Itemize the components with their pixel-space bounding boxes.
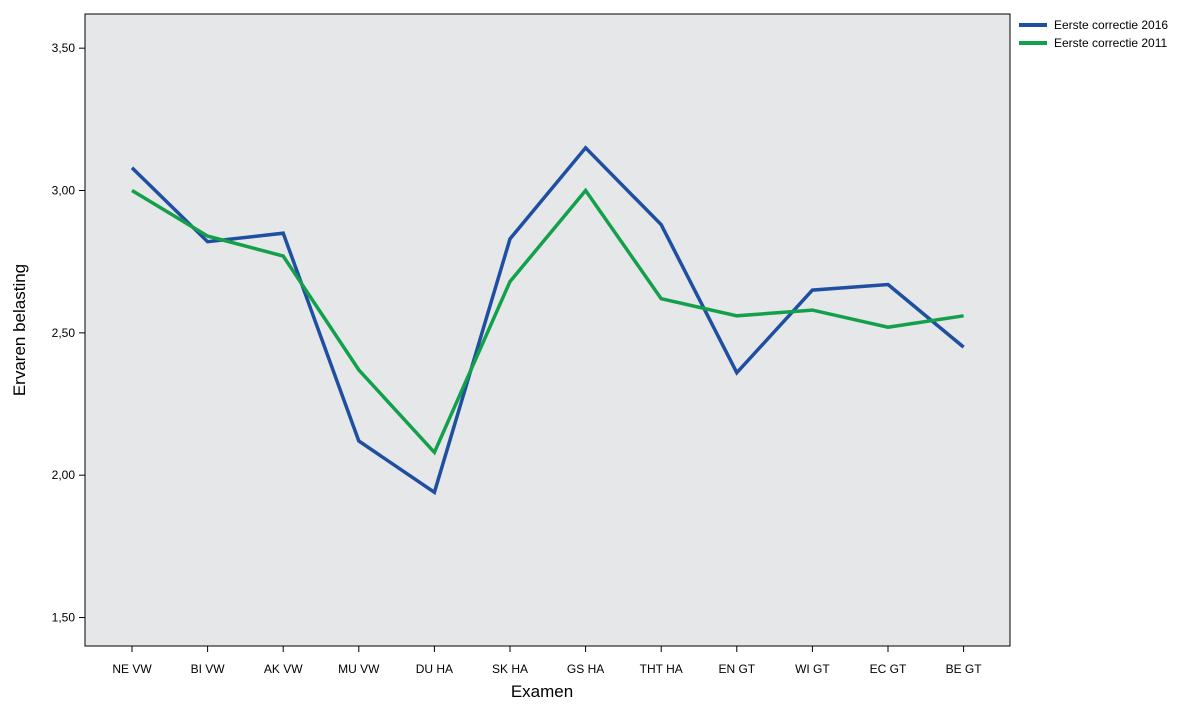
y-tick-label: 3,00 bbox=[52, 184, 76, 198]
y-tick-label: 1,50 bbox=[52, 611, 76, 625]
x-tick-label: EN GT bbox=[718, 662, 755, 676]
x-tick-label: BE GT bbox=[946, 662, 983, 676]
x-tick-label: DU HA bbox=[416, 662, 453, 676]
plot-area bbox=[84, 13, 1011, 647]
y-axis-title: Ervaren belasting bbox=[10, 264, 29, 396]
legend-label: Eerste correctie 2011 bbox=[1054, 36, 1167, 50]
x-tick-label: EC GT bbox=[870, 662, 907, 676]
y-tick-label: 2,00 bbox=[52, 468, 76, 482]
x-tick-label: NE VW bbox=[112, 662, 152, 676]
series-lines bbox=[130, 145, 965, 496]
x-tick-label: AK VW bbox=[264, 662, 303, 676]
x-tick-label: THT HA bbox=[640, 662, 683, 676]
x-tick-label: GS HA bbox=[567, 662, 604, 676]
series-line-1 bbox=[131, 187, 964, 456]
x-tick-label: SK HA bbox=[492, 662, 528, 676]
y-axis: 1,50 2,00 2,50 3,00 3,50 bbox=[52, 41, 85, 625]
y-tick-label: 3,50 bbox=[52, 41, 76, 55]
x-tick-label: BI VW bbox=[191, 662, 226, 676]
x-axis-title: Examen bbox=[511, 682, 573, 701]
legend: Eerste correctie 2016 Eerste correctie 20… bbox=[1019, 18, 1168, 50]
y-tick-label: 2,50 bbox=[52, 326, 76, 340]
legend-label: Eerste correctie 2016 bbox=[1054, 18, 1168, 32]
x-tick-label: WI GT bbox=[795, 662, 830, 676]
series-line-0 bbox=[130, 145, 965, 496]
x-tick-label: MU VW bbox=[338, 662, 380, 676]
x-axis: NE VW BI VW AK VW MU VW DU HA SK HA GS HA THT H… bbox=[112, 646, 982, 676]
